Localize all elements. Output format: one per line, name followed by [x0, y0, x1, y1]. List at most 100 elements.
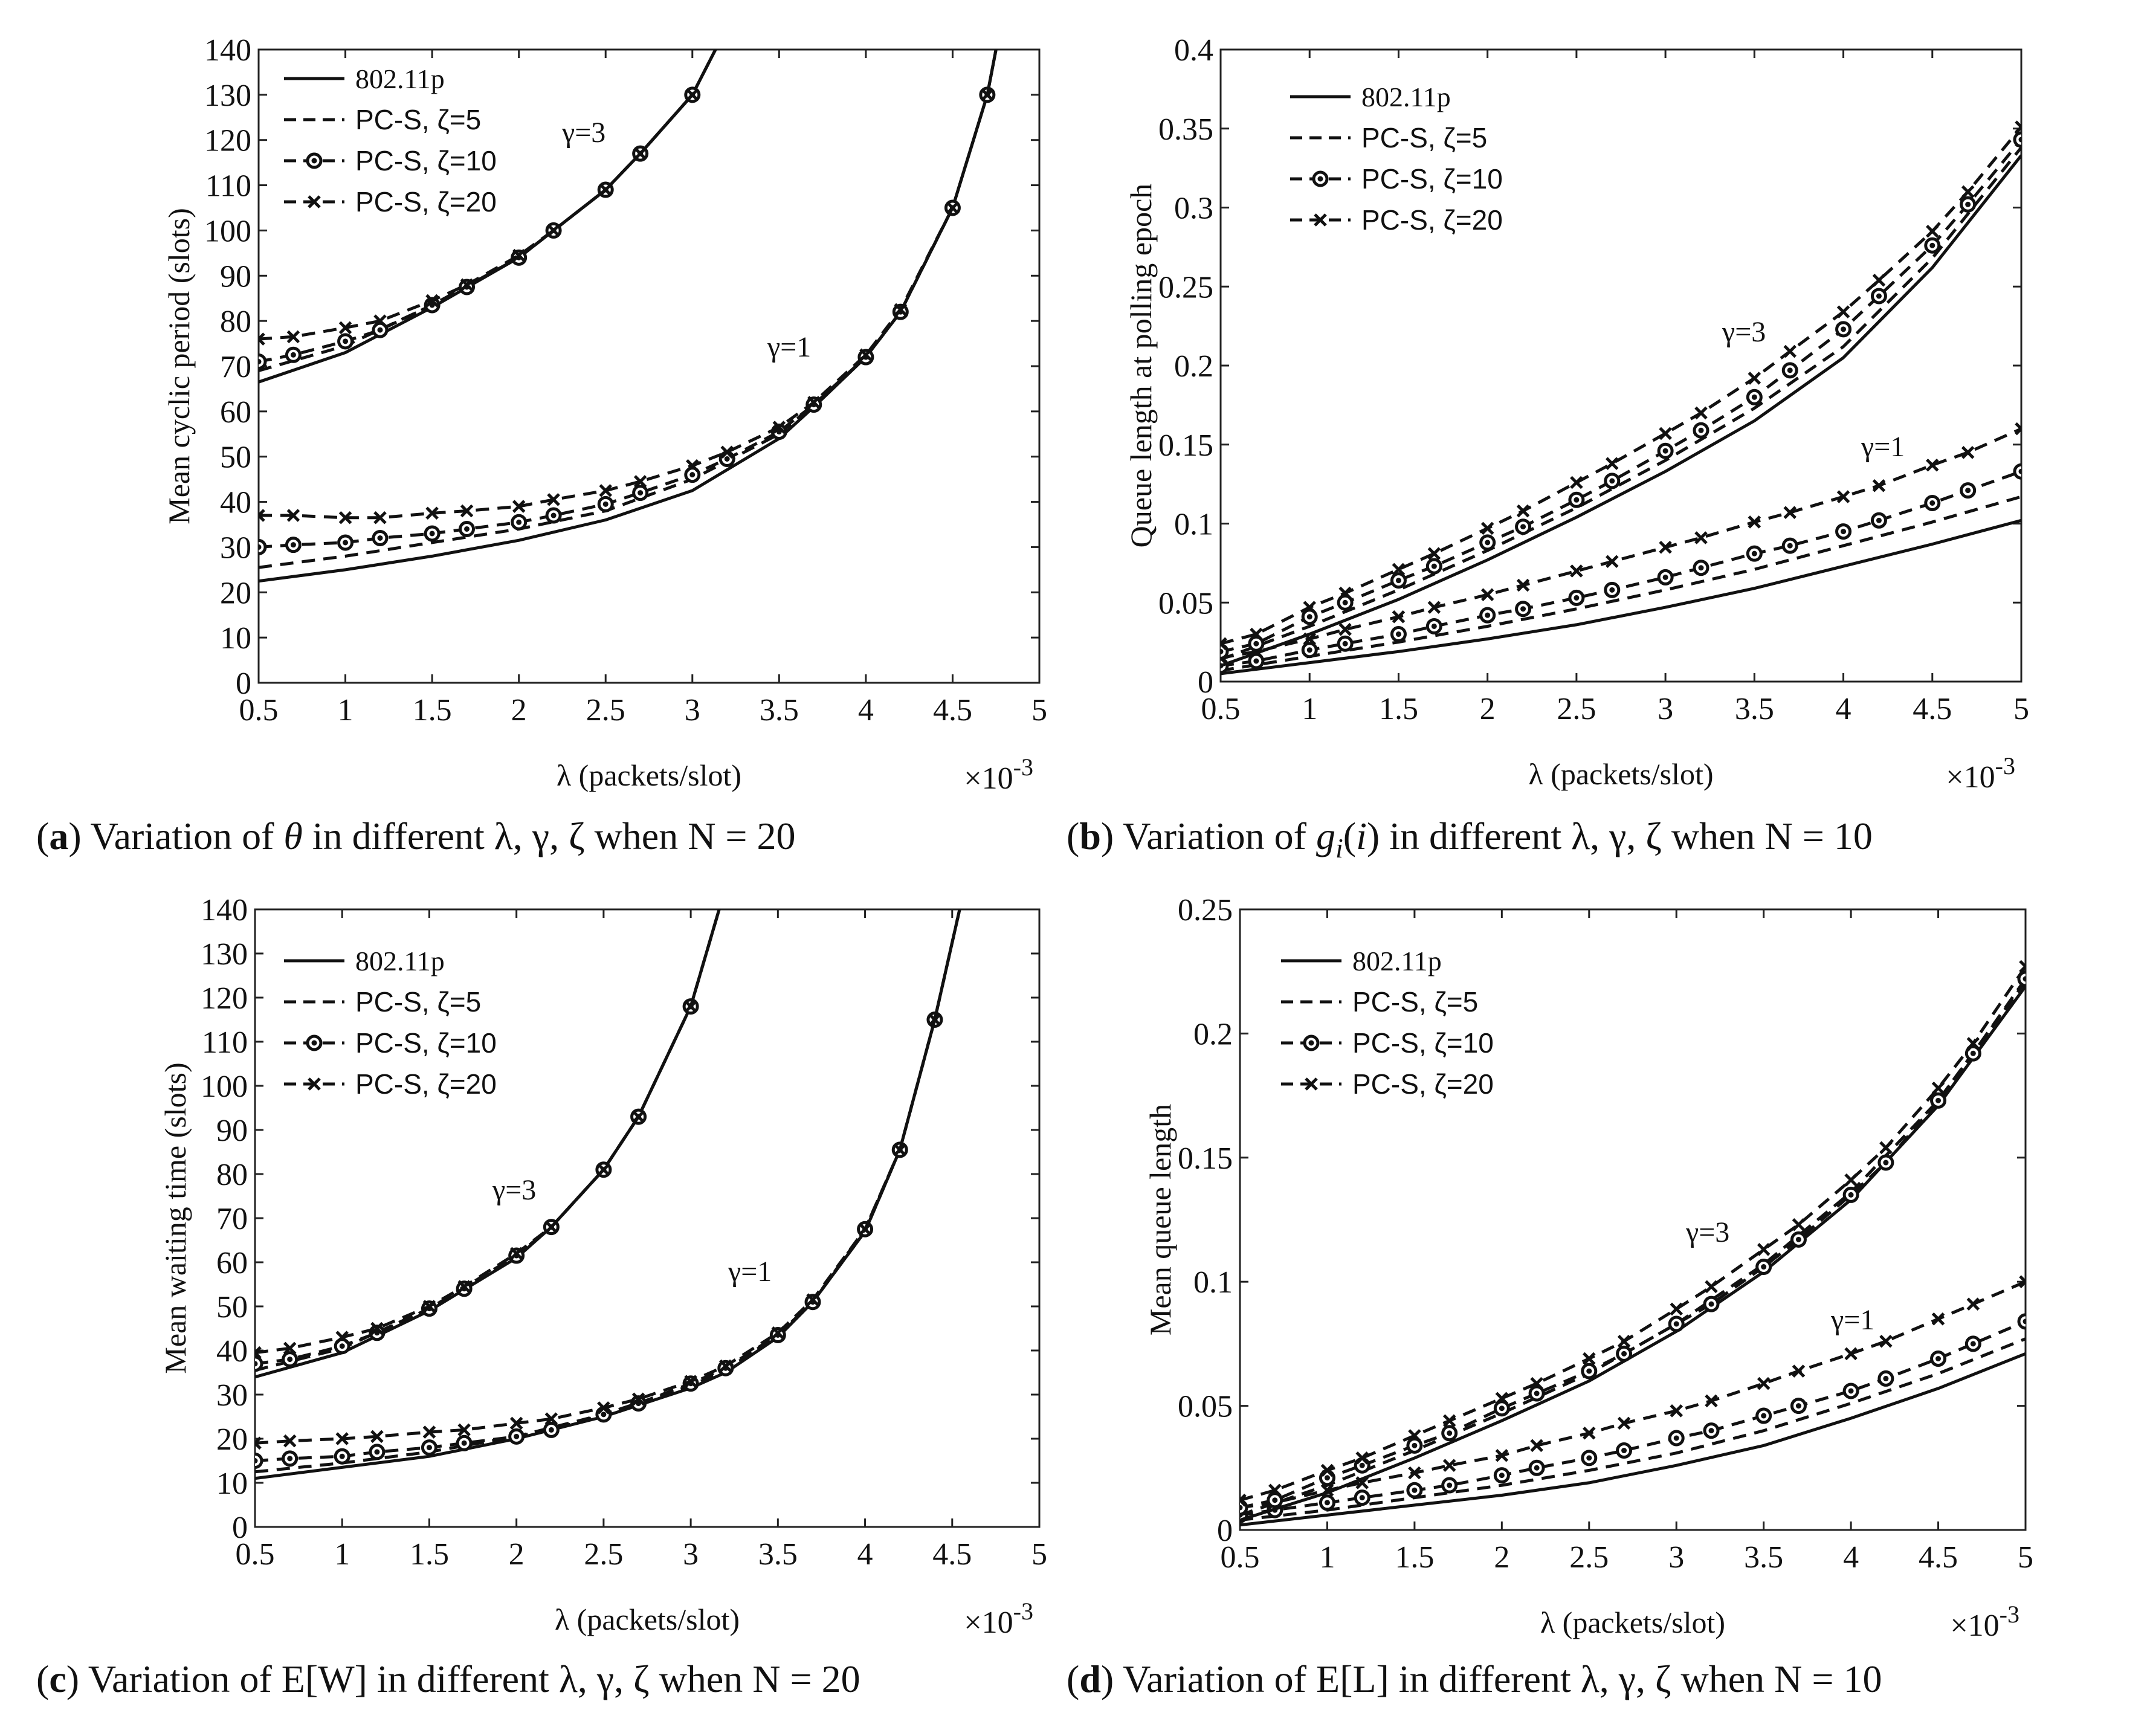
data-point-6-12-dot	[1761, 1264, 1767, 1270]
x-tick-label: 2.5	[1569, 1540, 1609, 1575]
annotation-gamma3: γ=3	[492, 1174, 536, 1206]
y-tick-label: 0.1	[1193, 1265, 1233, 1300]
data-point-7-3	[1355, 1451, 1369, 1465]
data-point-7-2	[335, 1331, 349, 1344]
data-point-3-18	[2015, 422, 2021, 436]
y-tick-label: 0.15	[1178, 1141, 1233, 1176]
data-point-2-10-dot	[1673, 1435, 1679, 1441]
data-point-2-16-dot	[1935, 1356, 1942, 1362]
legend-label-2: PC-S, ζ=10	[1352, 1027, 1494, 1059]
data-point-7-4	[422, 1300, 436, 1313]
data-point-6-3-dot	[1359, 1462, 1365, 1468]
y-tick-label: 20	[220, 576, 251, 610]
data-point-6-1-dot	[287, 1357, 293, 1363]
data-point-2-5-dot	[464, 526, 470, 532]
data-point-2-15-dot	[1883, 1375, 1889, 1381]
data-point-7-2	[1303, 601, 1316, 614]
legend-label-0: 802.11p	[1361, 82, 1451, 112]
data-point-3-11	[1694, 531, 1708, 544]
data-point-3-10	[686, 459, 699, 473]
x-axis-label: λ (packets/slot)	[557, 758, 741, 792]
data-point-3-8	[1583, 1427, 1596, 1440]
y-tick-label: 80	[220, 305, 251, 339]
data-point-7-5	[460, 278, 474, 292]
data-point-6-15-dot	[1876, 293, 1882, 299]
y-tick-label: 90	[216, 1114, 248, 1148]
data-point-3-8	[599, 484, 612, 497]
data-point-7-13	[1792, 1218, 1806, 1231]
x-tick-label: 5	[1031, 1537, 1047, 1572]
x-tick-label: 0.5	[239, 693, 279, 728]
data-point-3-12	[1748, 515, 1761, 529]
data-point-6-18-dot	[2022, 976, 2026, 982]
data-point-2-7-dot	[1534, 1465, 1540, 1471]
data-point-6-17-dot	[1965, 201, 1971, 207]
y-tick-label: 0.3	[1174, 192, 1213, 226]
x-tick-label: 3	[685, 693, 700, 728]
y-tick-label: 70	[216, 1202, 248, 1236]
data-point-3-6	[509, 1416, 523, 1430]
data-point-3-12	[772, 421, 786, 434]
data-point-3-18	[2019, 1275, 2026, 1288]
data-point-6-3-dot	[1342, 599, 1348, 605]
x-tick-label: 2	[1480, 692, 1496, 726]
data-point-7-7	[547, 224, 560, 237]
data-point-2-16-dot	[1929, 500, 1935, 506]
plot-area	[257, 48, 1041, 684]
data-point-3-8	[1570, 564, 1583, 578]
data-point-6-4-dot	[1412, 1442, 1418, 1448]
data-point-2-11-dot	[1698, 565, 1704, 571]
legend-label-3: PC-S, ζ=20	[1361, 204, 1503, 236]
data-point-3-10	[684, 1375, 697, 1388]
series-line-1	[1240, 1337, 2026, 1522]
data-point-3-9	[633, 475, 647, 488]
data-point-3-5	[1442, 1459, 1456, 1472]
data-point-7-2	[338, 321, 352, 335]
data-point-7-14	[1836, 305, 1850, 318]
y-tick-label: 110	[202, 1025, 248, 1060]
data-point-6-9-dot	[1621, 1350, 1627, 1357]
x-tick-label: 3	[683, 1537, 699, 1572]
data-point-6-10-dot	[1673, 1321, 1679, 1327]
data-point-6-3-dot	[377, 327, 383, 333]
data-point-6-5-dot	[1447, 1430, 1453, 1436]
data-point-3-15	[893, 1143, 907, 1157]
y-tick-label: 10	[216, 1467, 248, 1501]
data-point-3-14	[859, 348, 873, 362]
y-axis-label: Queue length at polling epoch	[1124, 184, 1158, 548]
data-point-3-7	[547, 493, 560, 506]
data-point-6-11-dot	[1698, 427, 1704, 433]
data-point-2-2-dot	[1306, 647, 1312, 653]
data-point-3-4	[425, 506, 439, 520]
data-point-2-17-dot	[1970, 1341, 1976, 1347]
x-tick-label: 1.5	[1379, 692, 1418, 726]
data-point-6-2-dot	[343, 338, 349, 344]
data-point-2-5-dot	[1447, 1482, 1453, 1488]
data-point-7-11	[1694, 406, 1708, 420]
data-point-7-12	[1748, 372, 1761, 385]
data-point-7-8	[597, 1163, 610, 1176]
data-point-3-10	[1659, 540, 1672, 554]
data-point-2-9-dot	[1609, 587, 1615, 593]
y-tick-label: 0.4	[1174, 33, 1213, 68]
y-tick-label: 60	[220, 395, 251, 430]
x-tick-label: 1.5	[1395, 1540, 1434, 1575]
x-tick-label: 3.5	[760, 693, 799, 728]
data-point-2-3-dot	[1342, 641, 1348, 647]
data-point-3-13	[807, 396, 821, 409]
annotation-gamma3: γ=3	[1722, 316, 1766, 348]
data-point-2-1-dot	[287, 1456, 293, 1462]
annotation-gamma3: γ=3	[1685, 1216, 1729, 1248]
data-point-7-11	[1705, 1280, 1718, 1294]
data-point-3-5	[1427, 601, 1441, 614]
x-multiplier: ×10-3	[964, 753, 1033, 796]
data-point-2-13-dot	[1787, 543, 1793, 549]
data-point-6-16-dot	[1935, 1097, 1942, 1103]
data-point-6-15-dot	[1883, 1160, 1889, 1166]
data-point-2-0	[255, 1453, 263, 1469]
data-point-7-1	[286, 330, 300, 344]
y-tick-label: 0.25	[1178, 893, 1233, 928]
data-point-7-3	[373, 314, 387, 328]
data-point-2-8-dot	[1586, 1455, 1592, 1461]
data-point-2-18	[2017, 1313, 2026, 1330]
